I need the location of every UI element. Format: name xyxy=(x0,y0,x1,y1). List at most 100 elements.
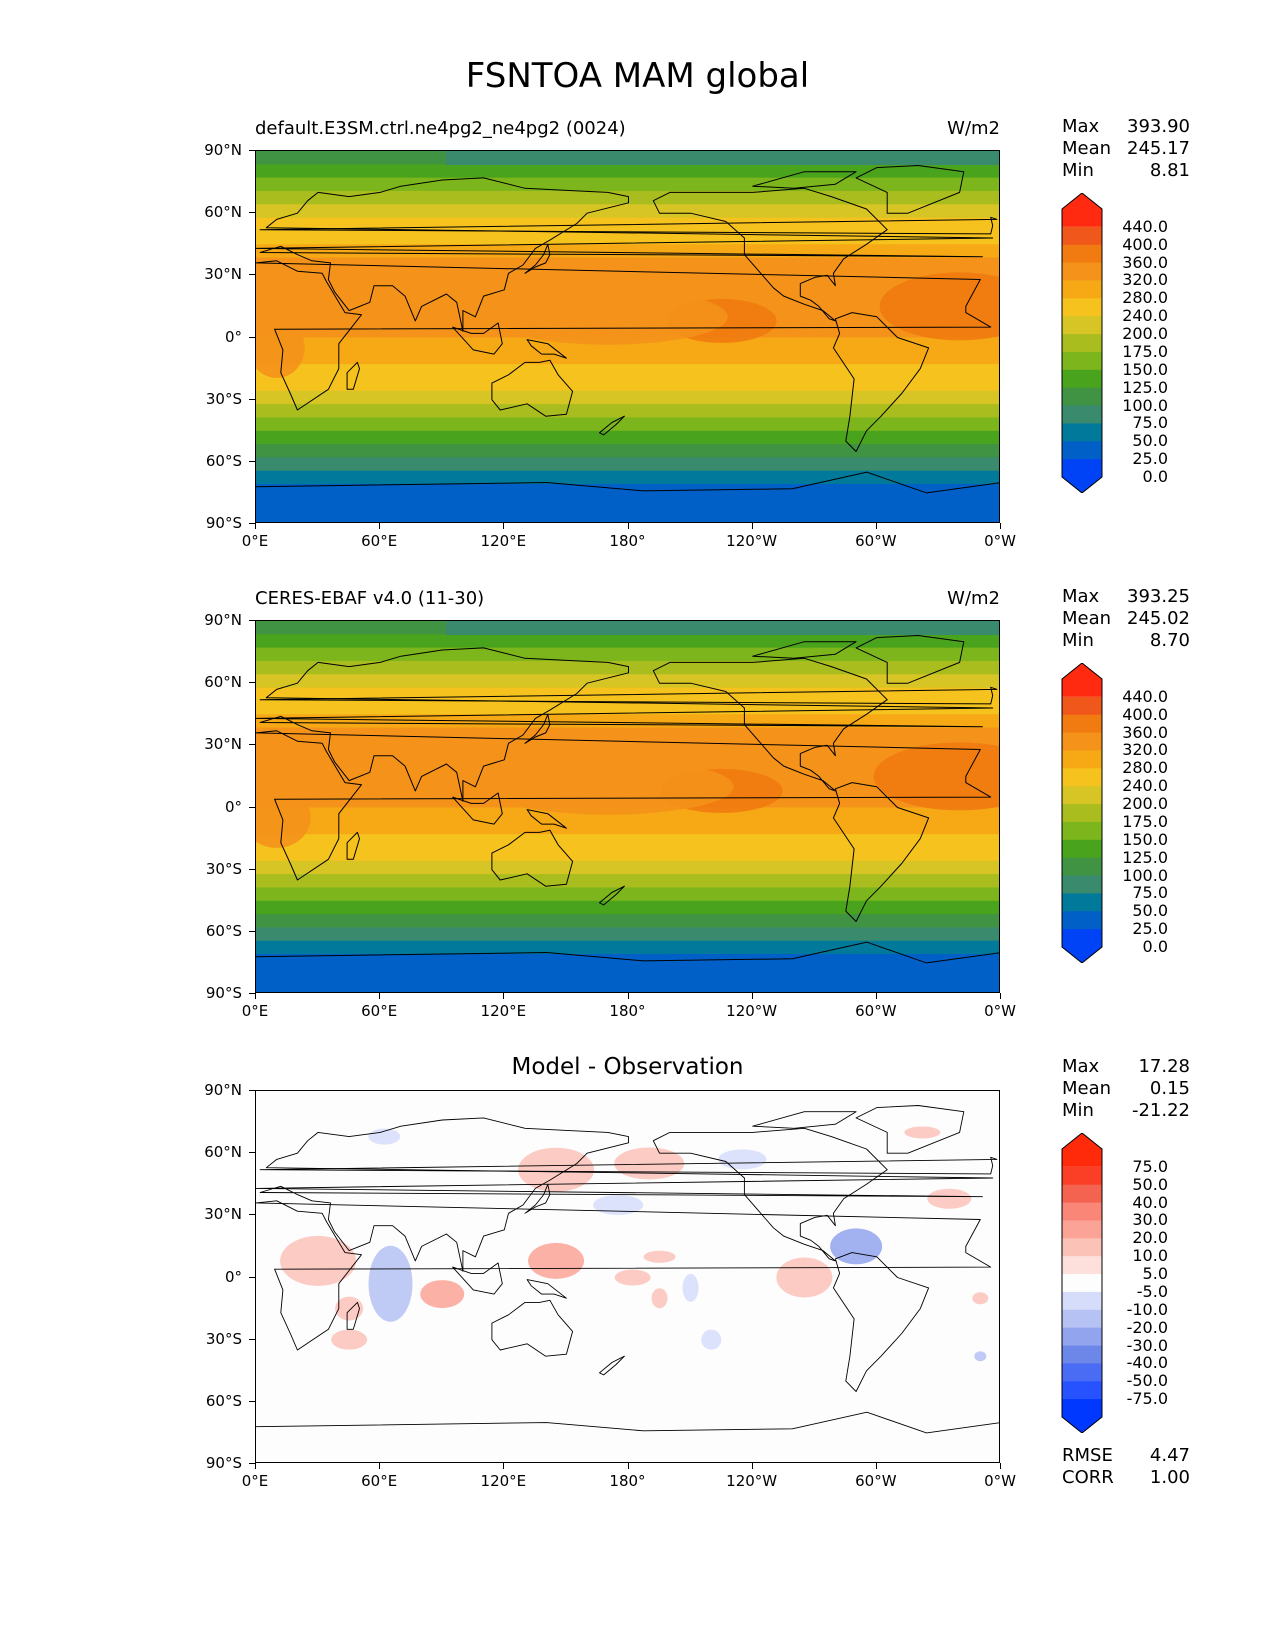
colorbar-swatch xyxy=(1062,768,1102,787)
colorbar-tick-label: -40.0 xyxy=(1126,1353,1168,1373)
longitude-tick xyxy=(751,1463,753,1469)
colorbar-tick-label: 400.0 xyxy=(1122,704,1168,724)
field-band xyxy=(256,430,999,445)
colorbar-tick-label: 280.0 xyxy=(1122,288,1168,308)
diff-panel: Model - Observation xyxy=(0,1054,1275,1518)
latitude-tick xyxy=(249,868,255,870)
longitude-tick-label: 180° xyxy=(609,1472,646,1490)
figure-title: FSNTOA MAM global xyxy=(465,56,810,96)
coastline xyxy=(855,165,965,214)
colorbar-tick-label: 25.0 xyxy=(1132,449,1168,469)
field-band xyxy=(256,177,999,192)
colorbar-swatch xyxy=(1062,423,1102,442)
coastline xyxy=(346,831,360,860)
coastline xyxy=(256,177,994,332)
longitude-tick xyxy=(503,523,505,529)
coastline xyxy=(832,1252,930,1392)
colorbar-tick-label: -75.0 xyxy=(1126,1389,1168,1409)
latitude-tick xyxy=(249,1276,255,1278)
field-band xyxy=(256,417,999,432)
colorbar-tick-label: 50.0 xyxy=(1132,1174,1168,1194)
colorbar-tick-label: -10.0 xyxy=(1126,1299,1168,1319)
latitude-tick xyxy=(249,993,255,994)
colorbar-swatch xyxy=(1062,244,1102,264)
colorbar-tick-label: 175.0 xyxy=(1122,341,1168,361)
colorbar-tick-label: 240.0 xyxy=(1122,306,1168,326)
field-band xyxy=(256,390,999,405)
longitude-tick xyxy=(1000,1463,1001,1469)
field-band xyxy=(256,860,999,875)
field-maximum xyxy=(256,317,305,378)
coastline xyxy=(259,1156,998,1175)
latitude-tick xyxy=(249,1090,255,1091)
diff-colorbar xyxy=(1061,1133,1103,1433)
colorbar-swatch xyxy=(1062,732,1102,751)
latitude-tick-label: 30°N xyxy=(204,1205,242,1224)
coastline xyxy=(256,260,992,411)
max-value: 393.90 xyxy=(1127,116,1190,137)
mean-label: Mean xyxy=(1062,608,1112,629)
coastline xyxy=(452,792,503,825)
colorbar-tick-label: 75.0 xyxy=(1132,1156,1168,1176)
coastline xyxy=(599,1355,625,1376)
diff-anomaly xyxy=(280,1235,357,1286)
colorbar-tick-label: 280.0 xyxy=(1122,758,1168,778)
field-band xyxy=(256,900,999,915)
colorbar-swatch xyxy=(1062,1363,1102,1382)
coastline xyxy=(256,1117,994,1272)
diff-anomaly xyxy=(420,1280,465,1309)
model-panel-units: W/m2 xyxy=(947,118,1000,139)
field-band xyxy=(256,634,999,649)
field-band xyxy=(256,807,999,822)
field-maximum xyxy=(481,758,734,815)
mean-value: 245.17 xyxy=(1127,138,1190,159)
colorbar-swatch xyxy=(1062,280,1102,299)
colorbar-tick-label: 10.0 xyxy=(1132,1246,1168,1266)
model-colorbar xyxy=(1061,193,1103,493)
coastline xyxy=(346,361,360,390)
diff-anomaly xyxy=(518,1147,595,1192)
field-patch xyxy=(256,486,999,522)
field-band xyxy=(256,674,999,689)
colorbar-swatch xyxy=(1062,663,1102,697)
field-band xyxy=(256,190,999,205)
diff-anomaly xyxy=(651,1288,668,1309)
obs-map-field xyxy=(256,621,999,992)
longitude-tick xyxy=(503,1463,505,1469)
diff-stats: Max 17.28 Mean 0.15 Min -21.22 xyxy=(1062,1056,1190,1122)
max-value: 393.25 xyxy=(1127,586,1190,607)
model-map-field xyxy=(256,151,999,522)
diff-map xyxy=(255,1090,1000,1463)
diff-anomaly xyxy=(331,1329,368,1350)
field-patch xyxy=(256,956,999,992)
colorbar-tick-label: 200.0 xyxy=(1122,794,1168,814)
colorbar-tick-label: -30.0 xyxy=(1126,1335,1168,1355)
field-band xyxy=(256,740,999,755)
mean-value: 0.15 xyxy=(1149,1078,1190,1099)
field-band xyxy=(256,470,999,485)
longitude-tick-label: 0°E xyxy=(241,1472,269,1490)
latitude-tick xyxy=(249,620,255,621)
max-label: Max xyxy=(1062,116,1100,137)
longitude-tick-label: 0°E xyxy=(241,1002,269,1020)
latitude-tick-label: 60°S xyxy=(205,1391,242,1410)
colorbar-tick-label: 50.0 xyxy=(1132,901,1168,921)
longitude-tick xyxy=(751,523,753,529)
latitude-tick-label: 0° xyxy=(224,327,242,346)
longitude-tick xyxy=(255,1463,256,1469)
diff-anomaly xyxy=(528,1242,585,1279)
coastline xyxy=(259,216,998,235)
latitude-tick-label: 30°S xyxy=(205,859,242,878)
field-band xyxy=(256,350,999,365)
field-maximum xyxy=(351,292,472,333)
latitude-tick xyxy=(249,336,255,338)
colorbar-swatch xyxy=(1062,857,1102,877)
field-band xyxy=(256,404,999,419)
longitude-tick-label: 180° xyxy=(609,532,646,550)
colorbar-swatch xyxy=(1062,405,1102,424)
latitude-tick xyxy=(249,523,255,524)
coastline xyxy=(752,1111,857,1129)
latitude-tick-label: 90°S xyxy=(205,984,242,1002)
colorbar-swatch xyxy=(1062,387,1102,407)
colorbar-tick-label: 0.0 xyxy=(1142,467,1168,486)
